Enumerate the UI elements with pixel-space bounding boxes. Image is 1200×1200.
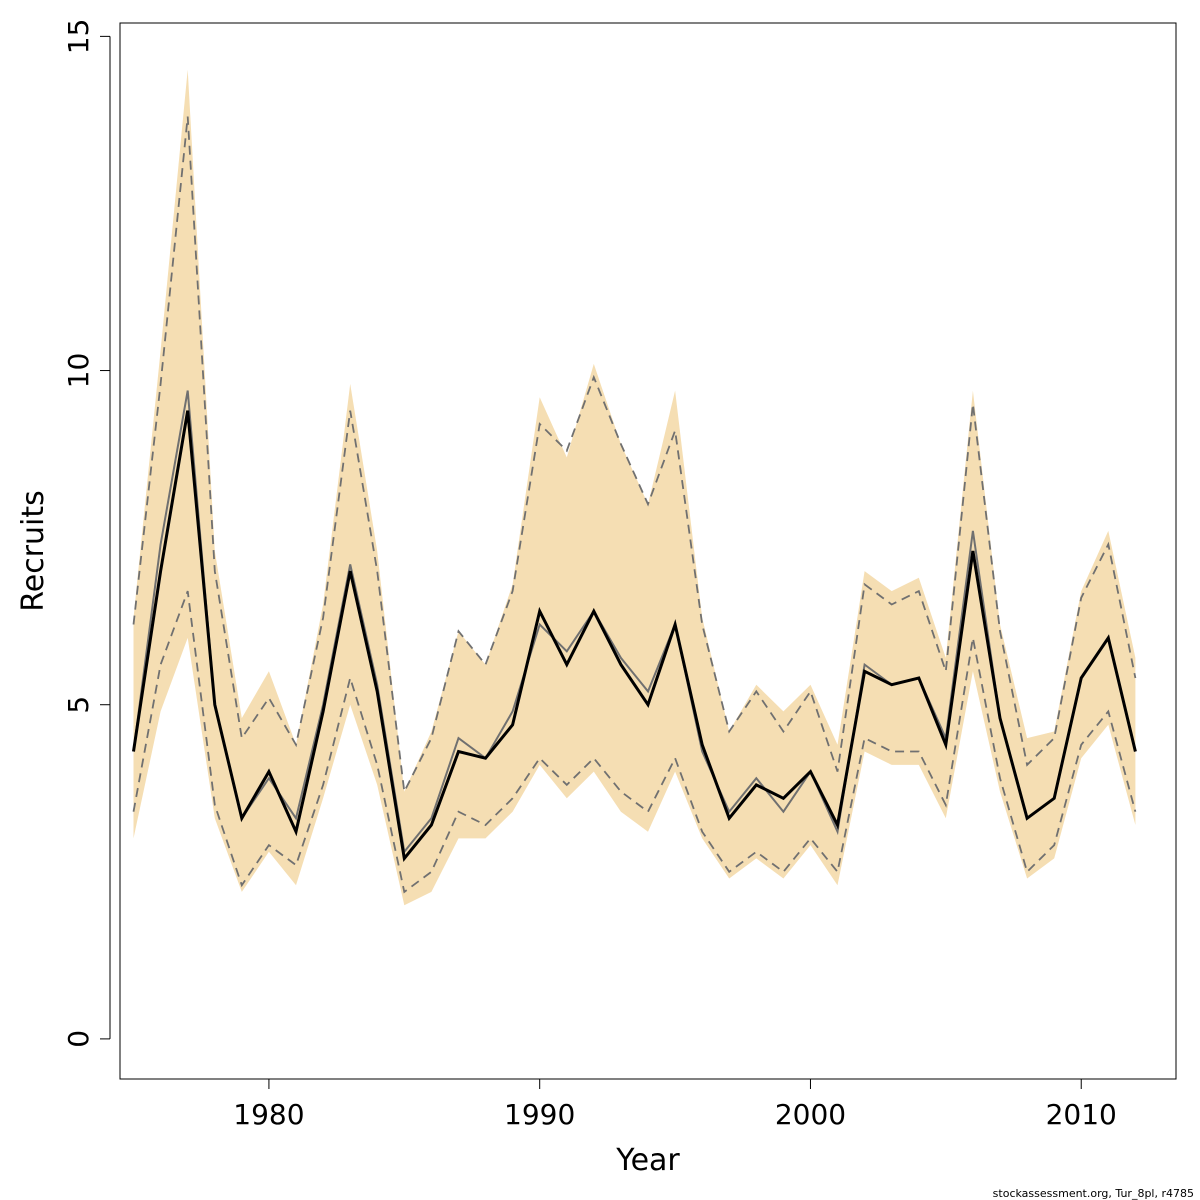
credit-text: stockassessment.org, Tur_8pl, r4785	[993, 1187, 1194, 1200]
plot-frame	[119, 22, 1177, 1080]
x-tick-label-1990: 1990	[504, 1098, 575, 1131]
y-tick-label-5: 5	[62, 696, 95, 714]
x-tick-label-1980: 1980	[233, 1098, 304, 1131]
axis-layer: 1980 1990 2000 2010 0 5 10 15	[62, 19, 1117, 1131]
dashed-upper-line	[132, 116, 1137, 795]
y-tick-label-0: 0	[62, 1030, 95, 1048]
main-estimate-line	[132, 410, 1137, 862]
confidence-band	[133, 69, 1136, 906]
y-tick-label-15: 15	[62, 19, 95, 55]
x-tick-label-2000: 2000	[775, 1098, 846, 1131]
x-axis-title: Year	[615, 1143, 680, 1178]
alt-estimate-line	[132, 390, 1137, 855]
y-axis-title: Recruits	[16, 490, 51, 612]
y-tick-label-10: 10	[62, 353, 95, 389]
plot-layer	[132, 69, 1137, 906]
x-tick-label-2010: 2010	[1046, 1098, 1117, 1131]
